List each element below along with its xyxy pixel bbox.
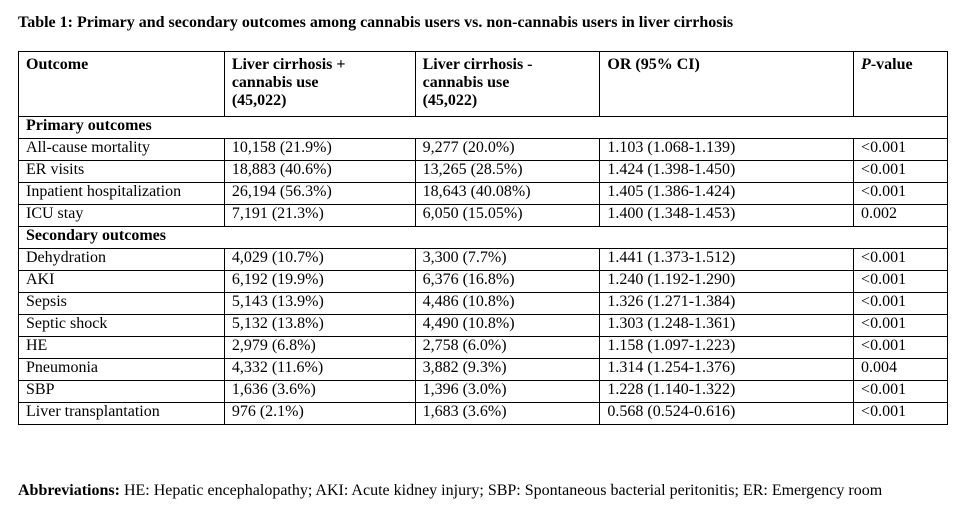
cell-no-cannabis-use: 9,277 (20.0%) — [414, 138, 601, 161]
header-no-cannabis-use-line3: (45,022) — [422, 92, 478, 109]
cell-no-cannabis-use: 6,050 (15.05%) — [414, 204, 601, 227]
outcomes-table: Outcome Liver cirrhosis + cannabis use (… — [18, 51, 948, 425]
cell-no-cannabis-use: 3,300 (7.7%) — [414, 248, 601, 271]
header-p-italic: P — [861, 56, 871, 73]
cell-p-value: <0.001 — [853, 248, 948, 271]
cell-cannabis-use: 976 (2.1%) — [223, 402, 416, 425]
table-row: ER visits 18,883 (40.6%) 13,265 (28.5%) 1.4… — [18, 160, 948, 183]
section-heading: Secondary outcomes — [18, 226, 948, 249]
table-row: AKI 6,192 (19.9%) 6,376 (16.8%) 1.240 (1.19… — [18, 270, 948, 293]
cell-odds-ratio: 1.400 (1.348-1.453) — [599, 204, 855, 227]
cell-no-cannabis-use: 6,376 (16.8%) — [414, 270, 601, 293]
cell-odds-ratio: 1.314 (1.254-1.376) — [599, 358, 855, 381]
cell-p-value: 0.004 — [853, 358, 948, 381]
header-cannabis-use: Liver cirrhosis + cannabis use (45,022) — [223, 51, 416, 117]
cell-no-cannabis-use: 1,683 (3.6%) — [414, 402, 601, 425]
header-no-cannabis-use-line2: cannabis use — [422, 74, 510, 91]
cell-cannabis-use: 4,029 (10.7%) — [223, 248, 416, 271]
table-row: Septic shock 5,132 (13.8%) 4,490 (10.8%) 1.… — [18, 314, 948, 337]
cell-odds-ratio: 1.303 (1.248-1.361) — [599, 314, 855, 337]
table-row: Dehydration 4,029 (10.7%) 3,300 (7.7%) 1.44… — [18, 248, 948, 271]
cell-odds-ratio: 1.228 (1.140-1.322) — [599, 380, 855, 403]
cell-cannabis-use: 5,132 (13.8%) — [223, 314, 416, 337]
cell-p-value: <0.001 — [853, 402, 948, 425]
cell-odds-ratio: 1.441 (1.373-1.512) — [599, 248, 855, 271]
header-row: Outcome Liver cirrhosis + cannabis use (… — [18, 51, 948, 117]
cell-p-value: <0.001 — [853, 380, 948, 403]
cell-no-cannabis-use: 4,486 (10.8%) — [414, 292, 601, 315]
cell-odds-ratio: 1.158 (1.097-1.223) — [599, 336, 855, 359]
cell-outcome: Liver transplantation — [18, 402, 225, 425]
cell-outcome: AKI — [18, 270, 225, 293]
cell-p-value: <0.001 — [853, 314, 948, 337]
cell-outcome: Sepsis — [18, 292, 225, 315]
cell-no-cannabis-use: 1,396 (3.0%) — [414, 380, 601, 403]
header-p-rest: -value — [870, 56, 913, 73]
cell-odds-ratio: 1.240 (1.192-1.290) — [599, 270, 855, 293]
cell-cannabis-use: 26,194 (56.3%) — [223, 182, 416, 205]
cell-no-cannabis-use: 18,643 (40.08%) — [414, 182, 601, 205]
table-row: Liver transplantation 976 (2.1%) 1,683 (3.… — [18, 402, 948, 425]
cell-odds-ratio: 1.424 (1.398-1.450) — [599, 160, 855, 183]
cell-outcome: HE — [18, 336, 225, 359]
cell-odds-ratio: 0.568 (0.524-0.616) — [599, 402, 855, 425]
cell-cannabis-use: 1,636 (3.6%) — [223, 380, 416, 403]
table-row: Pneumonia 4,332 (11.6%) 3,882 (9.3%) 1.314 … — [18, 358, 948, 381]
cell-no-cannabis-use: 2,758 (6.0%) — [414, 336, 601, 359]
header-cannabis-use-line3: (45,022) — [231, 92, 287, 109]
cell-outcome: ER visits — [18, 160, 225, 183]
table-row: HE 2,979 (6.8%) 2,758 (6.0%) 1.158 (1.097-1… — [18, 336, 948, 359]
cell-cannabis-use: 2,979 (6.8%) — [223, 336, 416, 359]
cell-odds-ratio: 1.103 (1.068-1.139) — [599, 138, 855, 161]
abbreviations-footnote: Abbreviations: HE: Hepatic encephalopath… — [18, 480, 953, 502]
header-p-value: P-value — [853, 51, 948, 117]
header-cannabis-use-line1: Liver cirrhosis + — [231, 56, 346, 73]
cell-outcome: Inpatient hospitalization — [18, 182, 225, 205]
header-odds-ratio: OR (95% CI) — [599, 51, 855, 117]
table-row: SBP 1,636 (3.6%) 1,396 (3.0%) 1.228 (1.140-… — [18, 380, 948, 403]
cell-cannabis-use: 18,883 (40.6%) — [223, 160, 416, 183]
cell-p-value: <0.001 — [853, 160, 948, 183]
cell-outcome: Septic shock — [18, 314, 225, 337]
cell-outcome: Dehydration — [18, 248, 225, 271]
cell-p-value: <0.001 — [853, 270, 948, 293]
cell-outcome: ICU stay — [18, 204, 225, 227]
section-row: Primary outcomes — [18, 116, 948, 139]
cell-no-cannabis-use: 4,490 (10.8%) — [414, 314, 601, 337]
abbreviations-label: Abbreviations: — [18, 482, 120, 499]
cell-no-cannabis-use: 13,265 (28.5%) — [414, 160, 601, 183]
table-caption: Table 1: Primary and secondary outcomes … — [18, 14, 734, 31]
table-body: Primary outcomes All-cause mortality 10,15… — [18, 116, 948, 425]
cell-outcome: Pneumonia — [18, 358, 225, 381]
cell-odds-ratio: 1.405 (1.386-1.424) — [599, 182, 855, 205]
header-outcome: Outcome — [18, 51, 225, 117]
cell-p-value: 0.002 — [853, 204, 948, 227]
cell-p-value: <0.001 — [853, 292, 948, 315]
abbreviations-text: HE: Hepatic encephalopathy; AKI: Acute k… — [119, 482, 883, 499]
cell-outcome: SBP — [18, 380, 225, 403]
cell-cannabis-use: 7,191 (21.3%) — [223, 204, 416, 227]
cell-no-cannabis-use: 3,882 (9.3%) — [414, 358, 601, 381]
header-cannabis-use-line2: cannabis use — [231, 74, 319, 91]
table-row: Sepsis 5,143 (13.9%) 4,486 (10.8%) 1.326 (1… — [18, 292, 948, 315]
header-no-cannabis-use-line1: Liver cirrhosis - — [422, 56, 533, 73]
cell-outcome: All-cause mortality — [18, 138, 225, 161]
cell-p-value: <0.001 — [853, 182, 948, 205]
table-row: ICU stay 7,191 (21.3%) 6,050 (15.05%) 1.400… — [18, 204, 948, 227]
header-no-cannabis-use: Liver cirrhosis - cannabis use (45,022) — [414, 51, 601, 117]
cell-cannabis-use: 6,192 (19.9%) — [223, 270, 416, 293]
cell-cannabis-use: 5,143 (13.9%) — [223, 292, 416, 315]
table-row: All-cause mortality 10,158 (21.9%) 9,277 (… — [18, 138, 948, 161]
table-row: Inpatient hospitalization 26,194 (56.3%) 1… — [18, 182, 948, 205]
cell-p-value: <0.001 — [853, 336, 948, 359]
section-row: Secondary outcomes — [18, 226, 948, 249]
cell-p-value: <0.001 — [853, 138, 948, 161]
cell-cannabis-use: 4,332 (11.6%) — [223, 358, 416, 381]
section-heading: Primary outcomes — [18, 116, 948, 139]
cell-odds-ratio: 1.326 (1.271-1.384) — [599, 292, 855, 315]
cell-cannabis-use: 10,158 (21.9%) — [223, 138, 416, 161]
